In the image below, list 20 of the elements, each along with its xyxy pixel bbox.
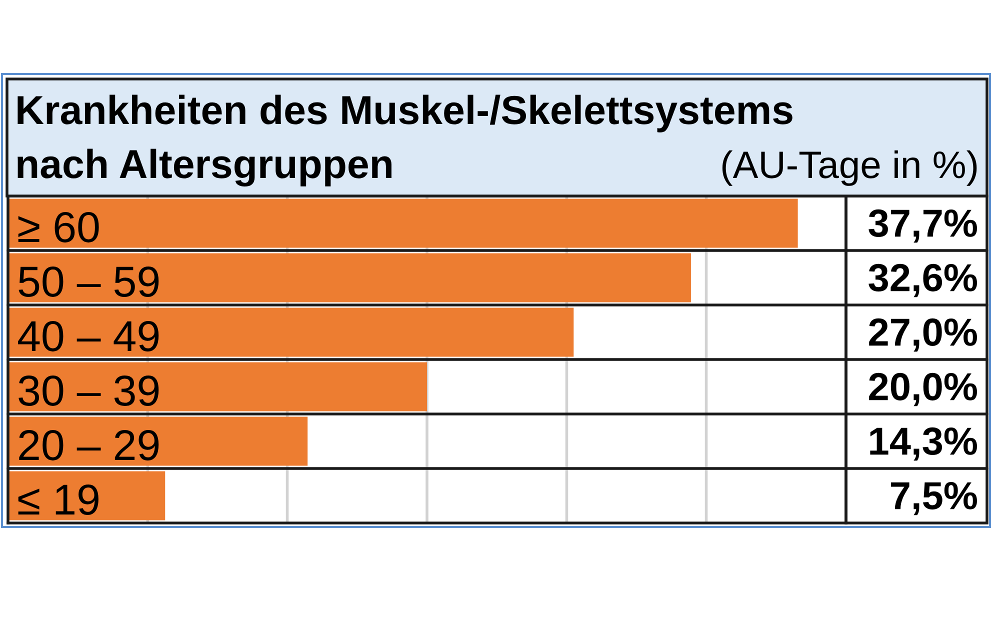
data-label: 32,6% [868, 264, 977, 298]
bar [8, 308, 574, 357]
bar [8, 471, 166, 520]
y-tick-label: 50 – 59 [18, 266, 159, 297]
y-tick-label: 20 – 29 [19, 430, 159, 460]
chart-title: Krankheiten des Muskel-/Skelettsystems [18, 94, 792, 132]
data-label: 37,7% [868, 209, 977, 243]
y-tick-label: ≥ 60 [18, 212, 99, 242]
y-tick-label: 40 – 49 [18, 320, 159, 352]
data-label: 7,5% [891, 482, 977, 516]
y-tick-label: 30 – 39 [18, 375, 159, 406]
data-label: 14,3% [870, 427, 977, 461]
data-label: 27,0% [869, 318, 977, 352]
data-label: 20,0% [869, 372, 977, 406]
bar [8, 253, 691, 302]
bar [8, 416, 308, 466]
y-tick-label: ≤ 19 [18, 484, 98, 515]
bar [8, 362, 427, 412]
x-axis-title: (AU-Tage in %) [722, 150, 977, 186]
chart-subtitle: nach Altersgruppen [18, 148, 392, 187]
